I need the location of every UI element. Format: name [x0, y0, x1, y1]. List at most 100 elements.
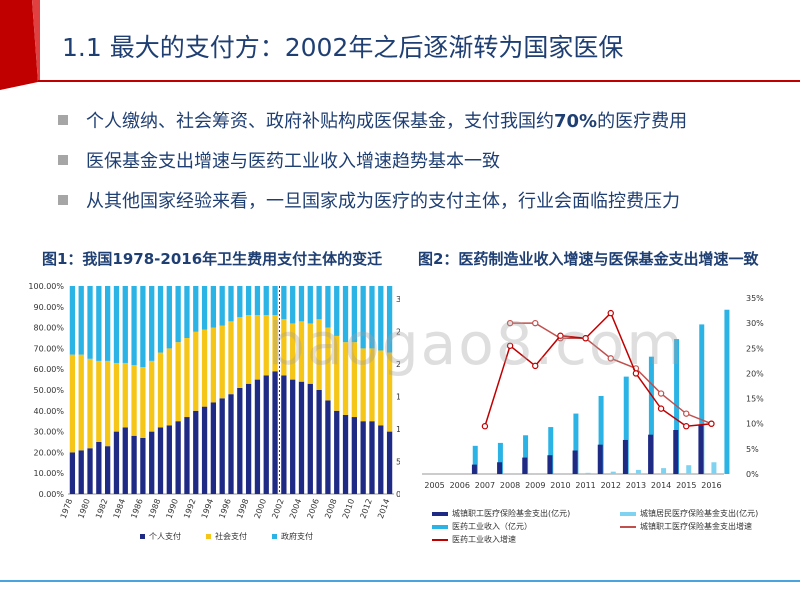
- y2-tick-label: 30%: [746, 319, 764, 328]
- y2-tick-label: 5%: [746, 445, 759, 454]
- x-tick-label: 2006: [306, 498, 321, 520]
- bar-社会支付: [201, 329, 208, 407]
- x-tick-label: 1996: [217, 498, 232, 520]
- bar-社会支付: [78, 354, 84, 451]
- red-corner-decoration: [0, 0, 40, 90]
- bar-个人支付: [96, 442, 102, 494]
- y2-tick-label: 20000: [396, 360, 400, 369]
- bullet-item: 从其他国家经验来看，一旦国家成为医疗的支付主体，行业会面临控费压力: [58, 180, 778, 220]
- y-tick-label: 60.00%: [33, 365, 64, 374]
- bar-政府支付: [281, 286, 287, 320]
- bar-社会支付: [290, 323, 296, 380]
- bullet-item: 医保基金支出增速与医药工业收入增速趋势基本一致: [58, 140, 778, 180]
- y2-tick-label: 25000: [396, 328, 400, 337]
- point-医药工业收入增速: [582, 335, 589, 342]
- bar-社会支付: [193, 331, 199, 411]
- legend-swatch: [432, 524, 448, 529]
- point-医药工业收入增速: [607, 309, 614, 317]
- legend-swatch: [432, 511, 448, 516]
- legend-label: 社会支付: [215, 532, 247, 541]
- title-underline: [38, 80, 800, 82]
- y2-tick-label: 10000: [396, 425, 400, 434]
- bar-政府支付: [193, 286, 199, 332]
- x-tick-label: 2010: [341, 498, 356, 520]
- x-tick-label: 2008: [323, 498, 338, 520]
- y-tick-label: 80.00%: [33, 324, 64, 333]
- x-tick-label: 2007: [475, 481, 495, 490]
- bar-社会支付: [69, 354, 76, 453]
- bullet-text: 从其他国家经验来看，一旦国家成为医疗的支付主体，行业会面临控费压力: [86, 191, 680, 212]
- bar-个人支付: [272, 371, 278, 494]
- legend-item: 个人支付: [140, 531, 181, 542]
- x-tick-label: 2014: [376, 498, 391, 520]
- bar-政府支付: [201, 286, 208, 330]
- bar-个人支付: [254, 379, 261, 494]
- legend-swatch: [272, 534, 277, 539]
- bar-政府支付: [87, 286, 93, 359]
- bar-社会支付: [325, 327, 331, 401]
- bar-个人支付: [219, 398, 225, 494]
- bar-社会支付: [105, 360, 111, 447]
- x-tick-label: 2009: [525, 481, 545, 490]
- bar-个人支付: [263, 375, 269, 494]
- bar-个人支付: [351, 417, 357, 494]
- bar-政府支付: [96, 286, 102, 361]
- bar-城镇职工医疗保险基金支出(亿元): [673, 430, 679, 474]
- point-城镇职工医疗保险基金支出增速: [506, 319, 514, 327]
- chart2-combo-chart: 0% 5% 10% 15% 20% 25% 30% 35% 2005 2006 2007 2008 20…: [422, 294, 764, 490]
- bar-个人支付: [78, 450, 84, 494]
- y-tick-label: 70.00%: [33, 344, 64, 353]
- bar-社会支付: [96, 360, 102, 442]
- bar-政府支付: [175, 286, 181, 343]
- y2-tick-label: 15000: [396, 393, 400, 402]
- legend-label: 医药工业收入增速: [452, 535, 516, 544]
- bar-社会支付: [140, 367, 146, 438]
- bar-医药工业收入（亿元）: [523, 435, 529, 474]
- bar-社会支付: [316, 319, 322, 390]
- bar-政府支付: [342, 286, 349, 343]
- bar-政府支付: [245, 286, 252, 316]
- bar-城镇职工医疗保险基金支出(亿元): [622, 439, 628, 474]
- legend-item: 城镇职工医疗保险基金支出(亿元): [432, 508, 570, 519]
- bar-个人支付: [87, 448, 93, 494]
- bar-个人支付: [307, 383, 313, 494]
- bar-个人支付: [149, 431, 155, 494]
- bar-政府支付: [78, 286, 84, 355]
- bar-政府支付: [131, 286, 137, 366]
- bar-政府支付: [298, 286, 305, 322]
- y2-tick-label: 20%: [746, 369, 764, 378]
- point-医药工业收入增速: [632, 370, 640, 377]
- y-tick-label: 10.00%: [33, 469, 64, 478]
- watermark: baogao8.com: [268, 310, 685, 378]
- point-医药工业收入增速: [506, 342, 514, 349]
- legend-label: 城镇居民医疗保险基金支出(亿元): [640, 509, 759, 518]
- bullet-square-icon: [58, 195, 68, 205]
- bar-社会支付: [210, 327, 217, 403]
- legend-item: 医药工业收入（亿元）: [432, 521, 532, 532]
- x-tick-label: 1990: [165, 498, 180, 520]
- bar-城镇职工医疗保险基金支出(亿元): [597, 444, 603, 474]
- bar-个人支付: [210, 402, 217, 494]
- legend-item: 医药工业收入增速: [432, 534, 516, 545]
- legend-label: 城镇职工医疗保险基金支出增速: [640, 522, 752, 531]
- bar-政府支付: [307, 286, 313, 324]
- bar-城镇职工医疗保险基金支出(亿元): [572, 450, 578, 474]
- bar-个人支付: [157, 427, 164, 494]
- bar-政府支付: [166, 286, 172, 349]
- legend-item: 城镇居民医疗保险基金支出(亿元): [620, 508, 758, 519]
- line-医药工业收入增速: [484, 311, 712, 428]
- x-tick-label: 1980: [76, 498, 91, 520]
- bar-医药工业收入（亿元）: [497, 442, 503, 474]
- x-tick-label: 2013: [626, 481, 646, 490]
- x-tick-label: 1998: [235, 498, 250, 520]
- bar-城镇居民医疗保险基金支出(亿元): [686, 465, 692, 474]
- y2-tick-label: 35%: [746, 294, 764, 303]
- bar-城镇职工医疗保险基金支出(亿元): [522, 457, 528, 474]
- y-tick-label: 20.00%: [33, 448, 64, 457]
- y-tick-label: 90.00%: [33, 303, 64, 312]
- bar-个人支付: [228, 394, 234, 494]
- bar-政府支付: [351, 286, 357, 343]
- bar-社会支付: [157, 352, 164, 428]
- y2-tick-label: 25%: [746, 344, 764, 353]
- legend-swatch: [432, 538, 448, 541]
